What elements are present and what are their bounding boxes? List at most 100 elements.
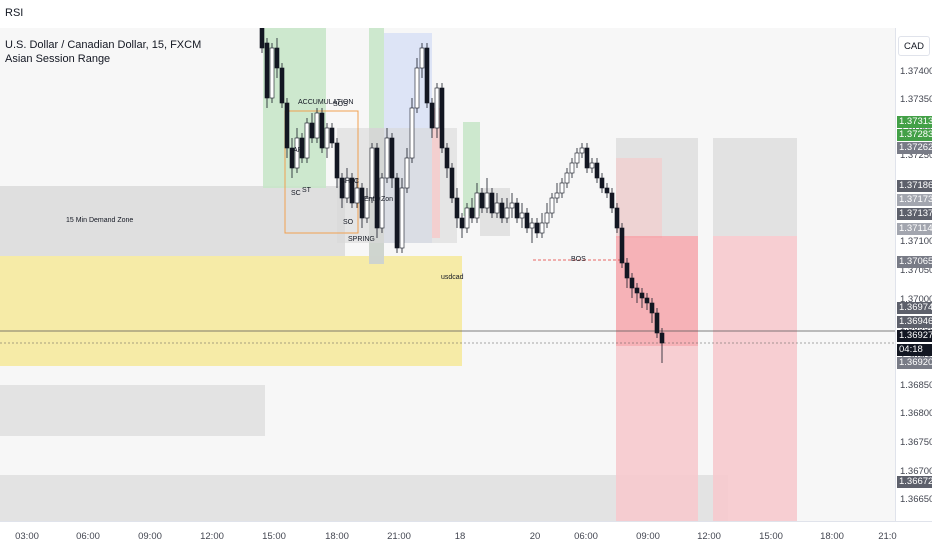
candle-body [529,222,535,229]
candle-body [474,192,480,219]
candle-body [289,147,295,169]
candle-body [439,87,445,149]
gray-zone-bottom [0,475,728,521]
price-label: 1.37250 [900,150,932,161]
price-label: 1.37100 [900,236,932,247]
candle-body [524,212,530,229]
candle-body [369,147,375,199]
accumulation-label: ACCUMULATION [298,99,354,106]
candle-body [659,332,665,344]
time-label: 21:0 [878,531,897,542]
candle-body [544,212,550,224]
candle-body [644,297,650,304]
candle-body [499,202,505,219]
candle-body [559,182,565,194]
price-tag: 04:18 [897,344,932,356]
indicator-title[interactable]: Asian Session Range [5,53,111,65]
candle-body [264,42,270,99]
red-session-strip [432,108,440,238]
time-label: 18 [454,531,466,542]
candle-body [574,152,580,164]
candle-body [414,67,420,109]
price-tag: 1.37114 [897,223,932,235]
time-label: 03:00 [15,531,39,542]
time-label: 18:00 [325,531,349,542]
candle-body [489,192,495,214]
candle-body [284,102,290,149]
position-pink-1 [616,346,698,521]
candle-body [404,157,410,189]
candle-body [344,177,350,199]
candle-body [569,162,575,174]
price-tag: 1.36927 [897,330,932,342]
candle-body [509,202,515,209]
candle-body [639,292,645,299]
candle-body [349,177,355,204]
time-label: 18:00 [820,531,844,542]
price-tag: 1.36974 [897,302,932,314]
candle-body [324,127,330,149]
sos-label: SOS [333,101,348,108]
spring-label: SPRING [348,236,375,243]
candle-body [519,212,525,219]
position-pink-2 [713,236,797,521]
demand-zone-box [0,186,345,256]
time-label: 12:00 [200,531,224,542]
price-tag: 1.37065 [897,256,932,268]
candle-body [504,207,510,219]
candle-body [374,147,380,229]
time-label: 12:00 [697,531,721,542]
sc-label: SC [291,190,301,197]
position-red-1 [616,158,662,238]
candle-body [604,187,610,194]
candle-body [304,122,310,159]
gray-zone-lower [0,385,265,436]
candle-body [429,102,435,129]
candle-body [319,112,325,149]
candle-body [339,177,345,199]
candle-body [654,312,660,334]
choc-label: CHoC [340,178,360,185]
time-label: 21:00 [387,531,411,542]
chart-legend[interactable]: U.S. Dollar / Canadian Dollar, 15, FXCM … [5,38,201,66]
price-label: 1.37400 [900,66,932,77]
candle-body [484,192,490,209]
candle-body [389,137,395,179]
candle-body [259,28,265,49]
candle-body [409,107,415,159]
sos2-label: SO [343,219,354,226]
price-axis[interactable]: CAD 1.374001.373501.373001.372501.372001… [895,28,932,521]
candle-body [539,222,545,234]
indicator-tab-rsi[interactable]: RSI [5,7,24,19]
chart-canvas[interactable] [0,28,895,521]
candle-body [274,47,280,69]
price-label: 1.36650 [900,494,932,505]
candle-body [434,87,440,129]
time-label: 15:00 [262,531,286,542]
symbol-title[interactable]: U.S. Dollar / Canadian Dollar, 15, FXCM [5,39,202,51]
candle-body [384,137,390,179]
chart-pane[interactable]: U.S. Dollar / Canadian Dollar, 15, FXCM … [0,28,895,521]
candle-body [464,207,470,229]
candle-body [394,177,400,249]
candle-body [624,262,630,279]
candle-body [314,112,320,139]
candle-body [379,177,385,229]
candle-body [469,207,475,219]
price-label: 1.36800 [900,408,932,419]
price-label: 1.37350 [900,94,932,105]
time-axis[interactable]: 03:00 06:00 09:00 12:00 15:00 18:00 21:00 18 20 0… [0,521,932,551]
price-tag: 1.36672 [897,476,932,488]
time-label: 09:00 [138,531,162,542]
price-label: 1.37000 [900,294,932,305]
candle-body [454,197,460,219]
price-tag: 1.37283 [897,129,932,141]
yellow-zone-box [0,256,462,366]
price-label: 1.36850 [900,380,932,391]
price-label: 1.36900 [900,351,932,362]
zone-label: Zon [381,196,394,203]
candle-body [549,197,555,214]
time-label: 09:00 [636,531,660,542]
candle-body [584,147,590,169]
currency-button[interactable]: CAD [898,36,930,56]
